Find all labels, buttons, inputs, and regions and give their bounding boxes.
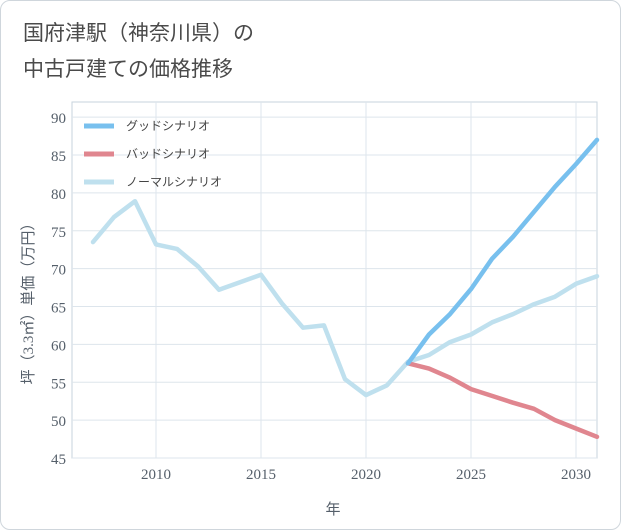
chart-title: 国府津駅（神奈川県）の 中古戸建ての価格推移 (23, 15, 254, 87)
y-tick-label: 45 (51, 452, 66, 468)
x-axis-label: 年 (325, 501, 340, 518)
x-tick-label: 2015 (246, 467, 276, 483)
y-tick-label: 90 (51, 111, 66, 127)
x-axis-ticks: 2010 2015 2020 2025 2030 (141, 467, 591, 483)
y-tick-label: 60 (51, 338, 66, 354)
chart-title-line-2: 中古戸建ての価格推移 (23, 57, 233, 81)
plot-area (71, 101, 598, 459)
y-axis-ticks: 45 50 55 60 65 70 75 80 85 90 (51, 111, 66, 468)
y-tick-label: 75 (51, 225, 66, 241)
x-tick-label: 2010 (141, 467, 171, 483)
good-scenario-legend-label: グッドシナリオ (126, 119, 210, 133)
chart-title-line-1: 国府津駅（神奈川県）の (23, 21, 254, 45)
normal-scenario-line (90, 198, 600, 398)
series-lines (90, 137, 600, 440)
y-axis-label: 坪（3.3㎡）単価（万円） (20, 216, 37, 385)
y-tick-label: 85 (51, 149, 66, 165)
x-tick-label: 2025 (456, 467, 486, 483)
good-scenario-line (405, 137, 600, 366)
y-tick-label: 80 (51, 187, 66, 203)
bad-scenario-line (405, 361, 600, 440)
y-tick-label: 70 (51, 263, 66, 279)
y-tick-label: 55 (51, 376, 66, 392)
normal-scenario-legend-label: ノーマルシナリオ (126, 175, 222, 189)
y-tick-label: 50 (51, 414, 66, 430)
x-tick-label: 2020 (351, 467, 381, 483)
bad-scenario-legend-label: バッドシナリオ (126, 147, 210, 161)
x-tick-label: 2030 (561, 467, 591, 483)
y-tick-label: 65 (51, 301, 66, 317)
